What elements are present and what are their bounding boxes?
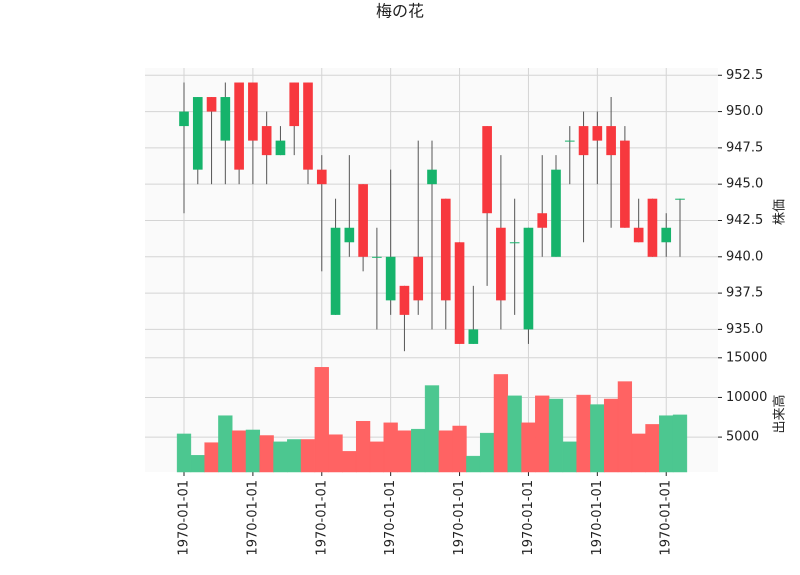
chart-title: 梅の花	[376, 2, 424, 21]
y-axis-label: 株価	[773, 199, 788, 225]
x-tick-label: 1970-01-01	[659, 480, 674, 556]
candle-body	[675, 198, 685, 200]
x-tick-label: 1970-01-01	[521, 480, 536, 556]
volume-bar	[576, 394, 591, 473]
volume-bar	[287, 439, 302, 473]
candle-body	[385, 256, 396, 301]
volume-tick-label: 5000	[726, 430, 759, 445]
candle-body	[440, 198, 451, 301]
volume-bar	[231, 430, 247, 473]
candle-body	[551, 169, 561, 257]
candle-body	[633, 227, 644, 243]
volume-bar	[176, 433, 192, 473]
candle-body	[248, 82, 258, 141]
x-tick-label: 1970-01-01	[245, 480, 260, 556]
volume-bar	[218, 415, 233, 473]
candle-body	[468, 329, 479, 344]
volume-bar	[479, 432, 495, 473]
volume-bar	[300, 439, 316, 473]
volume-axis-label: 出来高	[772, 394, 788, 433]
volume-bar	[342, 451, 357, 473]
volume-bar	[507, 395, 522, 473]
volume-tick-label: 15000	[726, 350, 767, 365]
candle-body	[454, 242, 465, 344]
candle-body	[606, 126, 616, 156]
y-tick-label: 942.5	[726, 213, 763, 228]
candle-body	[399, 285, 410, 315]
volume-bar	[424, 385, 440, 473]
volume-bar	[411, 428, 426, 473]
volume-bar	[369, 441, 385, 473]
volume-bar	[562, 441, 577, 473]
volume-bar	[273, 441, 288, 473]
x-tick-label: 1970-01-01	[452, 480, 467, 556]
volume-bar	[521, 422, 536, 473]
volume-bar	[314, 367, 329, 473]
candle-body	[537, 213, 548, 228]
y-tick-label: 940.0	[726, 249, 763, 264]
candle-body	[261, 126, 272, 156]
volume-bar	[659, 415, 674, 473]
volume-bar	[204, 442, 219, 473]
volume-bar	[617, 381, 633, 473]
y-tick-label: 945.0	[726, 177, 763, 192]
candle-body	[482, 126, 492, 214]
volume-bar	[355, 420, 371, 473]
x-tick-label: 1970-01-01	[383, 480, 398, 556]
candle-body	[647, 198, 658, 257]
candle-body	[358, 184, 368, 257]
candle-body	[192, 97, 203, 170]
candle-body	[620, 140, 630, 228]
volume-bar	[452, 425, 467, 473]
candle-body	[275, 140, 286, 156]
candle-body	[592, 126, 603, 141]
volume-bar	[245, 429, 261, 473]
candle-body	[564, 140, 575, 142]
volume-bar	[493, 374, 509, 473]
candle-body	[344, 227, 355, 243]
volume-bar	[438, 430, 453, 473]
volume-bar	[645, 424, 660, 473]
candle-body	[303, 82, 313, 170]
volume-bar	[259, 435, 274, 473]
candle-body	[289, 82, 300, 127]
candle-body	[523, 227, 534, 330]
candle-body	[206, 97, 217, 112]
candle-body	[427, 169, 437, 185]
volume-bar	[548, 398, 564, 473]
volume-bar	[535, 395, 550, 473]
candle-body	[220, 97, 231, 141]
volume-bar	[190, 455, 205, 473]
volume-bar	[328, 434, 343, 473]
candle-body	[578, 126, 589, 156]
x-tick-label: 1970-01-01	[314, 480, 329, 556]
candle-body	[179, 111, 189, 127]
candle-body	[496, 227, 506, 301]
candle-body	[661, 227, 672, 243]
y-tick-label: 952.5	[726, 68, 763, 83]
y-tick-label: 947.5	[726, 140, 763, 155]
volume-tick-label: 10000	[726, 390, 767, 405]
volume-bar	[466, 455, 481, 473]
x-tick-label: 1970-01-01	[590, 480, 605, 556]
volume-bar	[672, 414, 688, 473]
volume-bar	[631, 433, 646, 473]
candle-body	[509, 242, 520, 244]
x-tick-label: 1970-01-01	[177, 480, 192, 556]
volume-bar	[383, 422, 398, 473]
candle-body	[330, 227, 341, 315]
volume-bar	[603, 398, 619, 473]
candle-body	[316, 169, 327, 185]
y-tick-label: 935.0	[726, 322, 763, 337]
y-tick-label: 950.0	[726, 104, 763, 119]
volume-bar	[397, 430, 412, 473]
candle-body	[372, 256, 382, 258]
candle-body	[413, 256, 424, 301]
y-tick-label: 937.5	[726, 286, 763, 301]
candle-body	[234, 82, 244, 170]
volume-bar	[590, 404, 605, 473]
